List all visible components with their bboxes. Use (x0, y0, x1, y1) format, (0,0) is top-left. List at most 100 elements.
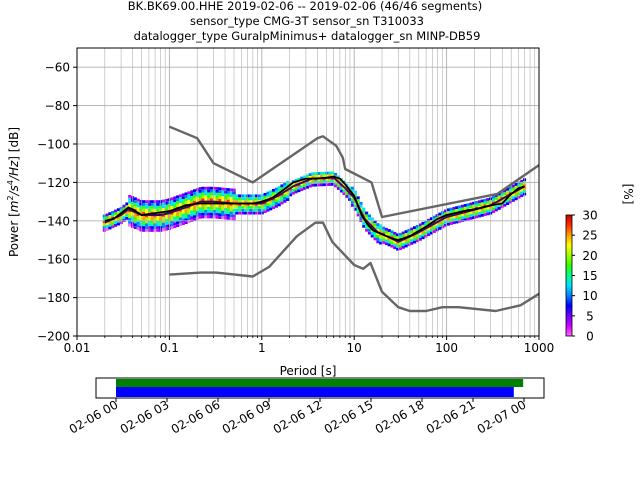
density-cell (291, 188, 295, 192)
density-cell (136, 198, 140, 202)
density-cell (455, 209, 459, 212)
density-cell (218, 195, 222, 199)
density-cell (398, 241, 403, 245)
density-cell (218, 204, 222, 208)
colorbar-tick-label: 25 (582, 229, 597, 243)
density-cell (472, 216, 476, 219)
density-cell (226, 214, 230, 217)
y-axis-ticks: −60 −80 −100 −120 −140 −160 −180 −200 (37, 61, 77, 344)
density-cell (193, 212, 197, 216)
density-cell (413, 240, 417, 244)
used-data-bar (116, 387, 514, 397)
density-cell (193, 192, 197, 195)
density-cell (139, 222, 143, 226)
density-cell (480, 208, 484, 211)
density-cell (429, 231, 434, 235)
density-cell (438, 215, 442, 219)
colorbar-tick-label: 30 (582, 209, 597, 223)
density-cell (238, 205, 242, 209)
density-cell (413, 229, 417, 232)
density-cell (353, 190, 357, 194)
density-cell (212, 189, 216, 193)
density-cell (207, 189, 211, 193)
density-cell (444, 223, 448, 227)
density-cell (444, 212, 448, 216)
density-cell (156, 220, 160, 224)
density-cell (393, 231, 397, 235)
density-cell (336, 175, 340, 179)
density-cell (283, 197, 287, 200)
density-cell (111, 210, 115, 214)
density-cell (452, 206, 456, 210)
density-cell (156, 226, 160, 229)
density-cell (370, 231, 374, 235)
density-cell (345, 192, 349, 195)
density-cell (336, 184, 340, 188)
density-cell (226, 196, 230, 200)
density-cell (356, 199, 360, 202)
density-cell (102, 220, 106, 224)
density-cell (446, 217, 450, 220)
density-cell (173, 199, 177, 203)
density-cell (240, 211, 245, 215)
density-cell (288, 181, 293, 185)
density-cell (410, 236, 414, 240)
density-cell (139, 211, 143, 215)
density-cell (384, 239, 388, 243)
density-cell (145, 229, 149, 232)
density-cell (432, 227, 436, 231)
density-cell (128, 200, 132, 204)
density-cell (384, 230, 388, 234)
density-cell (147, 223, 151, 227)
density-cell (215, 204, 219, 208)
density-cell (229, 217, 233, 221)
density-cell (207, 195, 211, 199)
density-cell (328, 174, 332, 178)
density-cell (429, 225, 434, 229)
density-cell (150, 205, 154, 209)
density-cell (486, 200, 490, 204)
density-cell (404, 244, 408, 248)
density-cell (429, 220, 434, 223)
density-cell (269, 207, 273, 211)
density-cell (331, 180, 335, 183)
density-cell (401, 231, 405, 235)
density-cell (475, 215, 479, 219)
density-cell (469, 216, 473, 220)
density-cell (249, 200, 253, 203)
density-cell (204, 189, 208, 193)
density-cell (156, 229, 160, 232)
x-tick-label: 1 (258, 341, 266, 355)
density-cell (393, 240, 397, 244)
density-cell (145, 208, 149, 212)
density-cell (150, 208, 154, 212)
density-cell (246, 200, 250, 203)
density-cell (269, 193, 273, 196)
density-cell (458, 205, 462, 209)
density-cell (147, 200, 151, 203)
density-cell (212, 212, 216, 216)
mode-curve (104, 176, 526, 243)
density-cell (164, 198, 168, 202)
density-cell (142, 205, 146, 209)
density-cell (193, 215, 197, 218)
x-axis-label: Period [s] (280, 364, 337, 378)
density-cell (184, 215, 188, 219)
density-cell (105, 225, 109, 228)
density-cell (381, 235, 386, 239)
density-cell (288, 184, 293, 188)
density-cell (125, 214, 129, 217)
density-cell (139, 228, 143, 232)
density-cell (204, 215, 208, 219)
density-cell (184, 209, 188, 213)
density-cell (178, 220, 183, 224)
density-cell (136, 210, 140, 213)
density-cell (432, 224, 436, 228)
density-cell (480, 213, 484, 217)
density-cell (145, 200, 149, 203)
density-cell (331, 171, 335, 175)
density-cell (407, 240, 411, 244)
density-cell (108, 226, 112, 230)
density-cell (229, 188, 233, 192)
density-cell (432, 215, 436, 219)
